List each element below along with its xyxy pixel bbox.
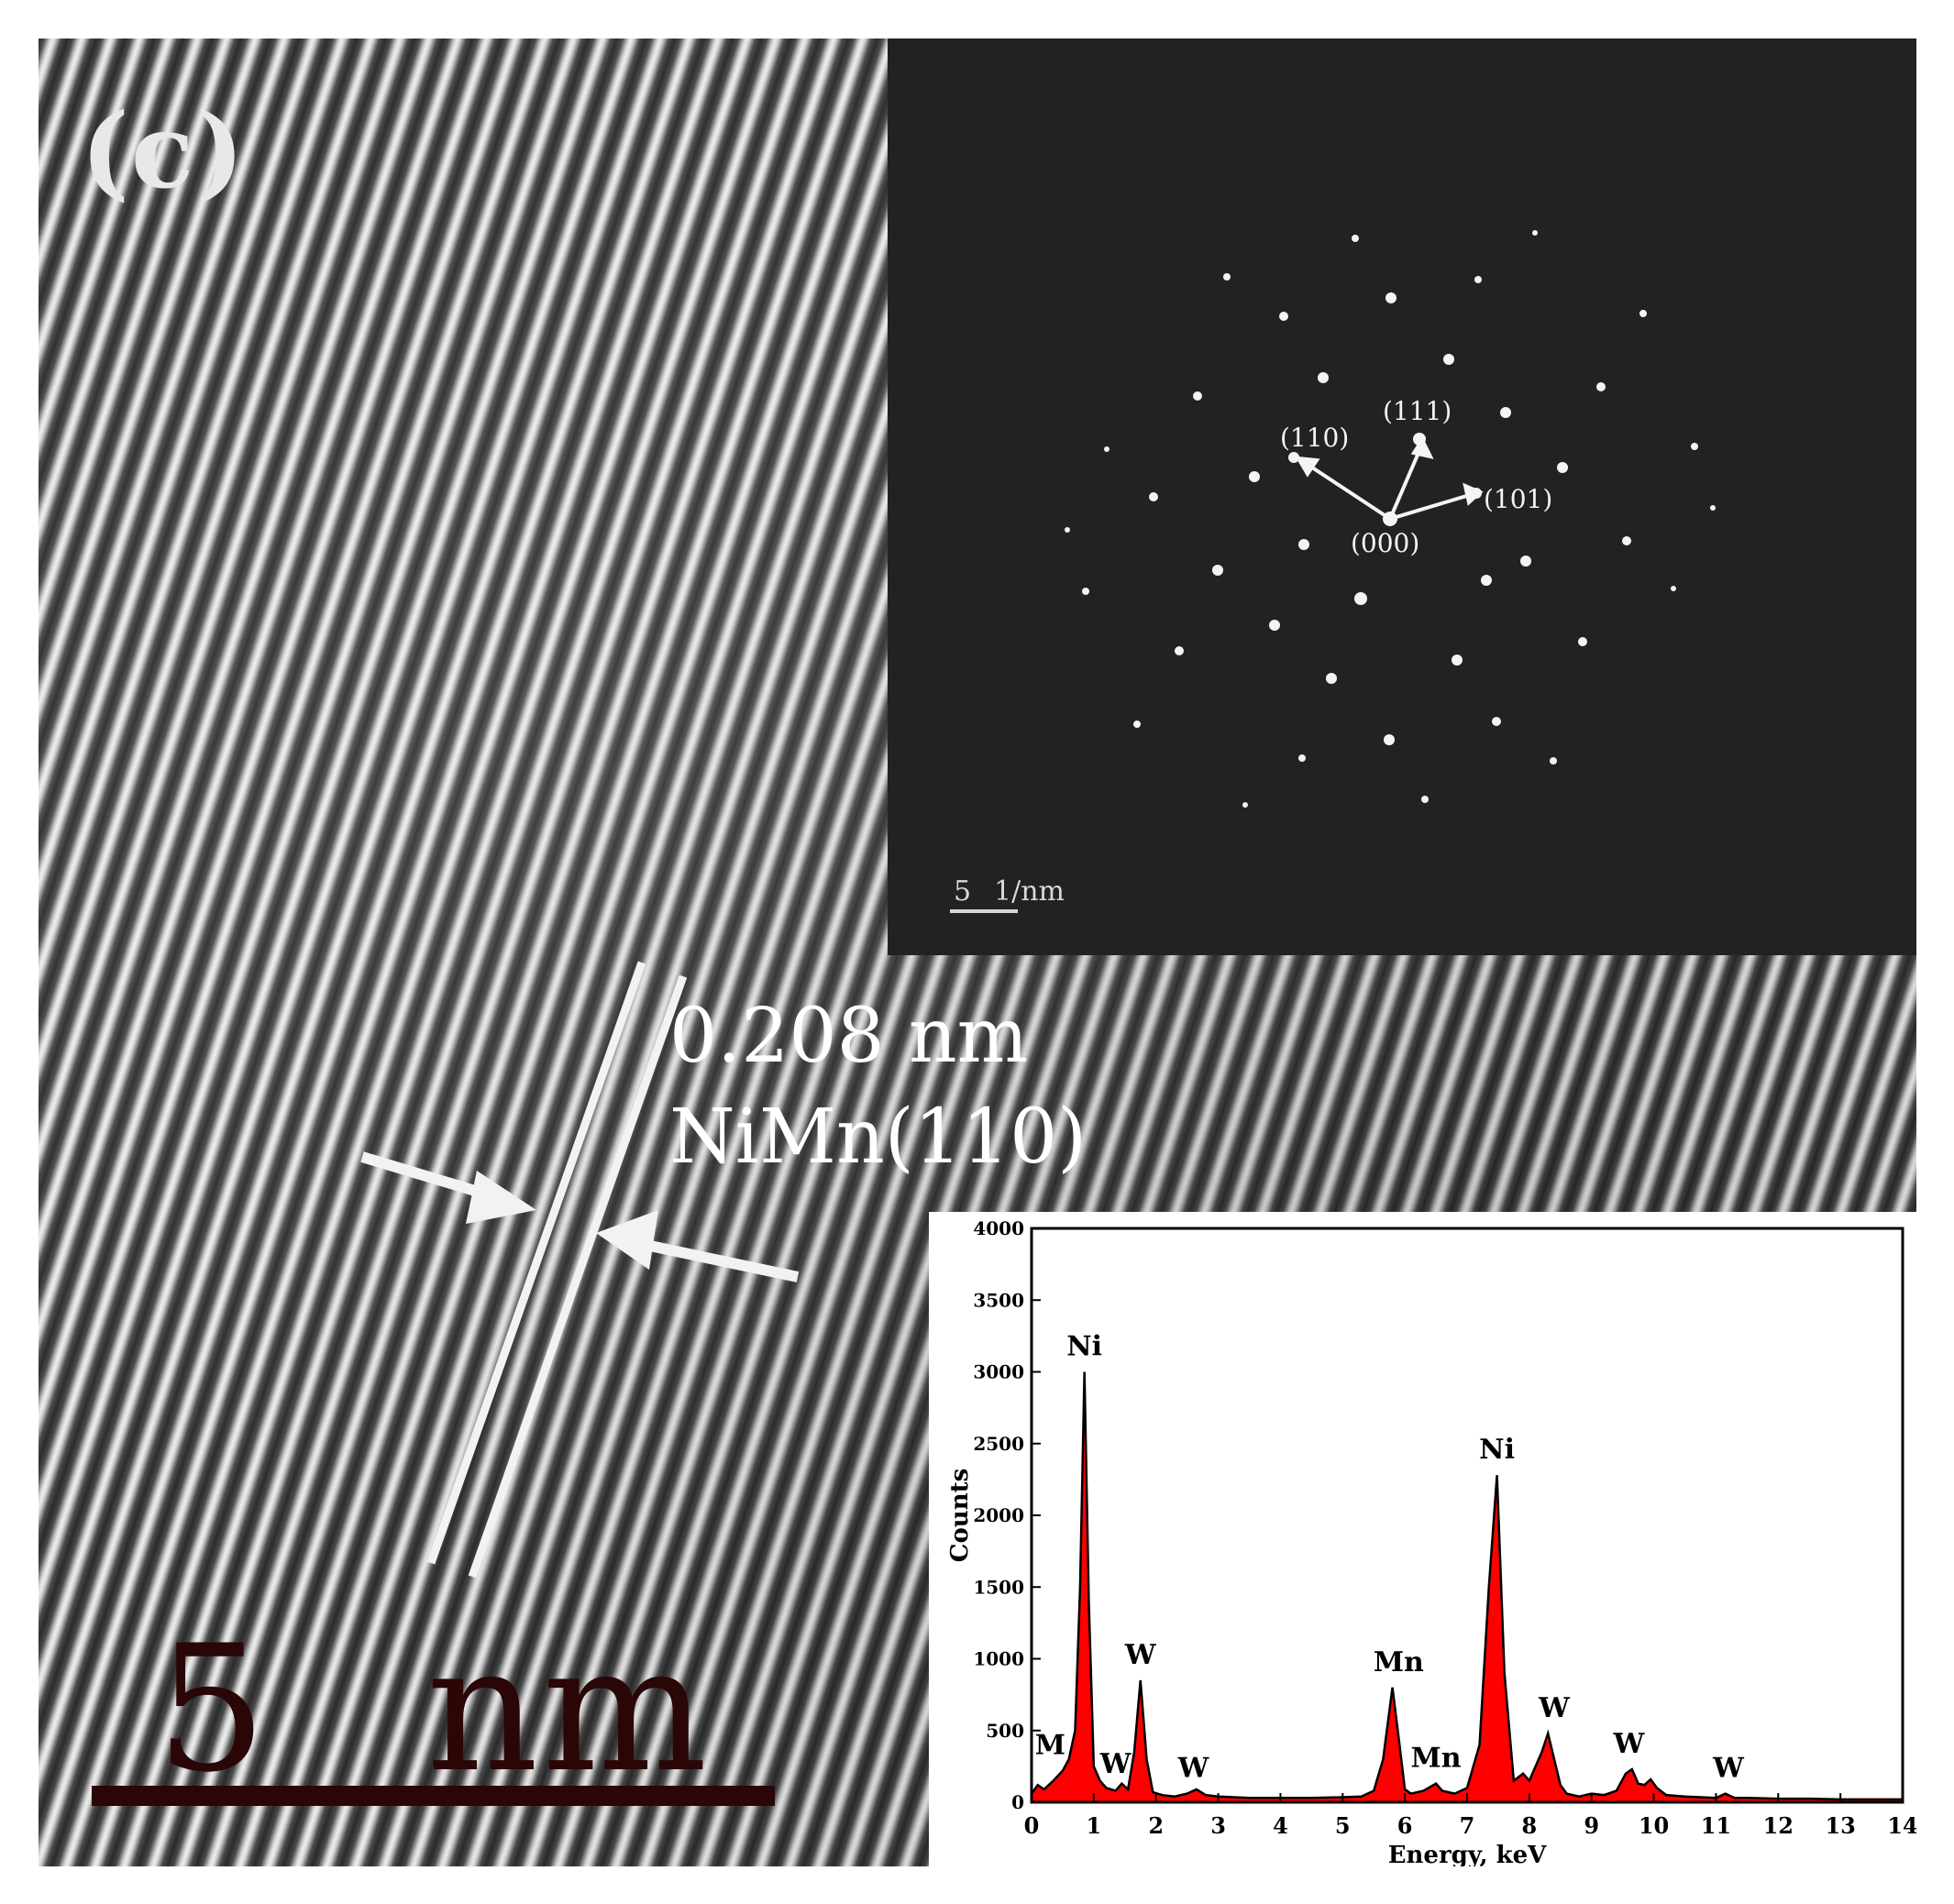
y-tick-label: 3000 — [973, 1361, 1024, 1383]
x-tick-label: 8 — [1522, 1812, 1538, 1839]
scale-bar-unit: nm — [425, 1608, 712, 1810]
x-tick-label: 7 — [1460, 1812, 1475, 1839]
peak-label: W — [1613, 1728, 1646, 1760]
saed-pattern: (110) (111) (101) (000) 5 1/nm — [950, 230, 1716, 913]
saed-arrows — [1295, 435, 1484, 521]
y-tick-label: 0 — [1011, 1791, 1024, 1813]
peak-label: Mn — [1374, 1646, 1424, 1678]
scale-bar-label: 5 nm — [156, 1623, 711, 1797]
x-tick-label: 11 — [1701, 1812, 1731, 1839]
x-tick-label: 5 — [1335, 1812, 1351, 1839]
peak-label: Mn — [1411, 1743, 1462, 1775]
y-tick-label: 2500 — [973, 1433, 1024, 1455]
saed-scale-value: 5 — [954, 875, 971, 908]
eds-plot-area: 0 1 2 3 4 5 6 7 8 9 10 11 12 13 1405001000150020002500… — [946, 1217, 1916, 1866]
peak-label: W — [1177, 1753, 1210, 1785]
scale-bar-value: 5 — [156, 1608, 270, 1810]
saed-inset: (110) (111) (101) (000) 5 1/nm — [888, 39, 1916, 955]
peak-label: W — [1099, 1748, 1132, 1780]
x-axis-label: Energy, keV — [1388, 1842, 1547, 1866]
saed-scale-unit: 1/nm — [994, 875, 1065, 908]
fringe-line-left — [426, 961, 646, 1565]
y-tick-label: 4000 — [973, 1217, 1024, 1239]
d-spacing-label: 0.208 nm — [669, 993, 1029, 1080]
panel-label: (c) — [81, 92, 247, 212]
x-tick-label: 2 — [1148, 1812, 1164, 1839]
y-axis-label: Counts — [946, 1469, 974, 1563]
plane-label: NiMn(110) — [669, 1094, 1087, 1181]
saed-label-000: (000) — [1351, 528, 1419, 558]
y-tick-label: 500 — [986, 1720, 1024, 1742]
x-tick-label: 3 — [1210, 1812, 1226, 1839]
x-tick-label: 12 — [1763, 1812, 1794, 1839]
scale-bar — [92, 1786, 775, 1806]
peak-label: W — [1538, 1692, 1571, 1724]
peak-label: W — [1124, 1639, 1157, 1671]
eds-inset: 0 1 2 3 4 5 6 7 8 9 10 11 12 13 14 0 500 1000 1500 2000 2500… — [929, 1212, 1916, 1866]
spectrum-fill — [1032, 1371, 1903, 1802]
x-tick-label: 6 — [1397, 1812, 1413, 1839]
y-tick-label: 1500 — [973, 1576, 1024, 1598]
peak-label: W — [1712, 1753, 1745, 1785]
peak-label: Ni — [1479, 1434, 1515, 1466]
x-tick-label: 14 — [1887, 1812, 1916, 1839]
x-tick-label: 1 — [1087, 1812, 1102, 1839]
eds-spectrum-chart: 0 1 2 3 4 5 6 7 8 9 10 11 12 13 1405001000150020002500… — [946, 1217, 1916, 1866]
spectrum-line — [1030, 1371, 1903, 1801]
x-tick-label: 4 — [1273, 1812, 1288, 1839]
saed-label-111: (111) — [1383, 396, 1452, 426]
saed-label-110: (110) — [1280, 423, 1349, 453]
y-tick-label: 1000 — [973, 1648, 1024, 1670]
x-tick-label: 13 — [1825, 1812, 1855, 1839]
saed-label-101: (101) — [1484, 484, 1552, 514]
fringe-line-right — [468, 974, 688, 1579]
plot-frame — [1030, 1227, 1904, 1804]
y-tick-label: 3500 — [973, 1289, 1024, 1311]
peak-label: M — [1035, 1730, 1065, 1762]
peak-label: Ni — [1066, 1331, 1102, 1363]
y-tick-label: 2000 — [973, 1504, 1024, 1526]
x-tick-label: 9 — [1584, 1812, 1599, 1839]
x-tick-label: 10 — [1639, 1812, 1669, 1839]
x-tick-label: 0 — [1024, 1812, 1040, 1839]
arrow-right — [596, 1210, 800, 1282]
arrow-left — [360, 1151, 536, 1224]
